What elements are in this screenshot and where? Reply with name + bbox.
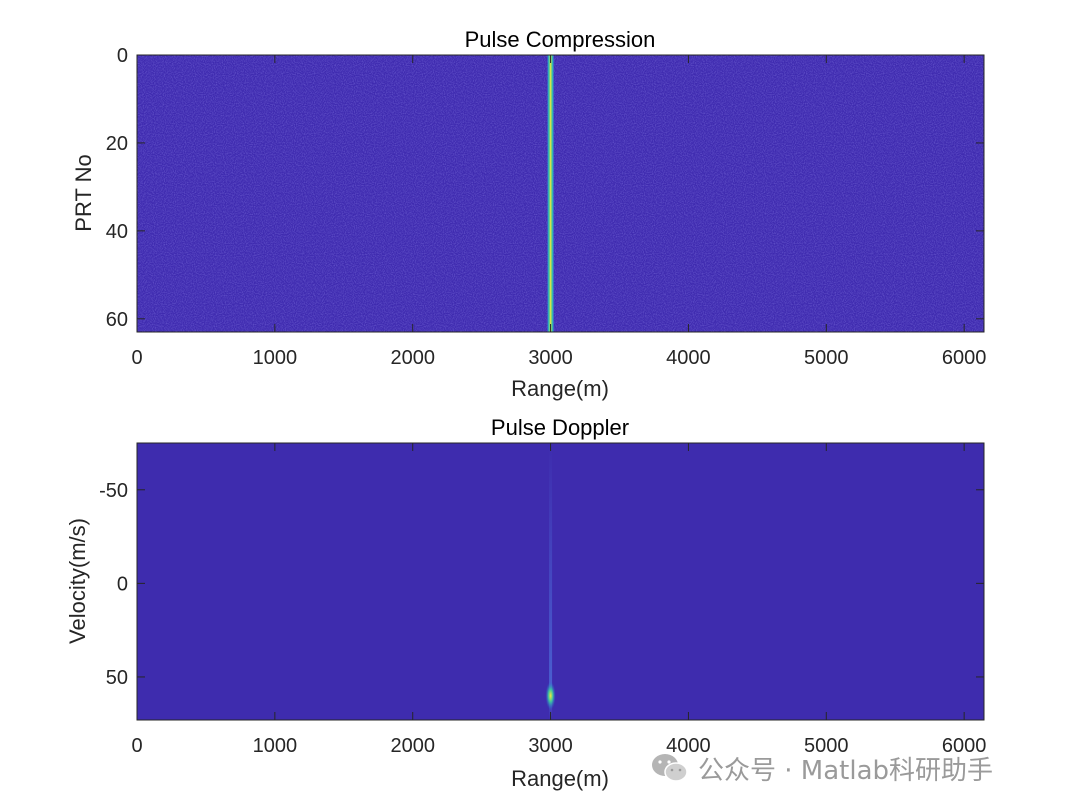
pulse-compression-ytick-label: 40 [106, 221, 128, 243]
pulse-doppler-xtick-label: 1000 [253, 735, 298, 757]
pulse-compression-ytick-label: 60 [106, 309, 128, 331]
pulse-compression-xtick-label: 4000 [666, 347, 711, 369]
pulse-doppler-ytick-label: 50 [106, 667, 128, 689]
pulse-compression-xtick-label: 3000 [528, 347, 573, 369]
pulse-doppler-xticks: 0 1000 2000 3000 4000 5000 6000 [131, 443, 986, 757]
wechat-icon [652, 754, 688, 782]
pulse-compression-noise [137, 55, 984, 332]
pulse-compression-xticks: 0 1000 2000 3000 4000 5000 6000 [131, 55, 986, 369]
pulse-compression-xtick-label: 6000 [942, 347, 987, 369]
pulse-doppler-title: Pulse Doppler [491, 415, 629, 440]
pulse-compression-target-ridge [547, 55, 554, 332]
pulse-compression-xtick-label: 2000 [390, 347, 435, 369]
pulse-compression-target-line [547, 55, 554, 332]
pulse-compression-xtick-label: 5000 [804, 347, 849, 369]
pulse-doppler-xtick-label: 6000 [942, 735, 987, 757]
pulse-compression-axes-box [136, 54, 985, 333]
pulse-compression-ylabel: PRT No [71, 154, 96, 231]
pulse-doppler-axes-box [136, 442, 985, 721]
pulse-doppler-xtick-label: 5000 [804, 735, 849, 757]
pulse-compression-ytick-label: 0 [117, 45, 128, 67]
pulse-compression-xtick-label: 1000 [253, 347, 298, 369]
pulse-compression-yticks: 0 20 40 60 [106, 45, 984, 331]
pulse-doppler-target [545, 443, 556, 720]
pulse-doppler-ytick-label: -50 [99, 480, 128, 502]
pulse-doppler-target-peak [545, 681, 556, 710]
pulse-compression-title: Pulse Compression [465, 27, 656, 52]
pulse-doppler-xtick-label: 0 [131, 735, 142, 757]
pulse-doppler-yticks: -50 0 50 [99, 480, 984, 689]
pulse-doppler-xtick-label: 3000 [528, 735, 573, 757]
pulse-doppler-ylabel: Velocity(m/s) [65, 518, 90, 644]
pulse-compression-panel: Pulse Compression 0 1000 2000 3000 4000 5000 6… [71, 27, 986, 401]
pulse-doppler-xtick-label: 2000 [390, 735, 435, 757]
pulse-doppler-panel: Pulse Doppler 0 1000 2000 3000 4000 5000 6000 … [65, 415, 986, 791]
pulse-doppler-ytick-label: 0 [117, 573, 128, 595]
pulse-compression-xlabel: Range(m) [511, 376, 609, 401]
pulse-compression-ytick-label: 20 [106, 133, 128, 155]
pulse-doppler-background [137, 443, 984, 720]
watermark-text: 公众号 · Matlab科研助手 [698, 755, 994, 786]
watermark: 公众号 · Matlab科研助手 [650, 748, 993, 788]
pulse-doppler-range-trace [549, 443, 553, 720]
pulse-doppler-xtick-label: 4000 [666, 735, 711, 757]
pulse-compression-xtick-label: 0 [131, 347, 142, 369]
pulse-doppler-xlabel: Range(m) [511, 766, 609, 791]
